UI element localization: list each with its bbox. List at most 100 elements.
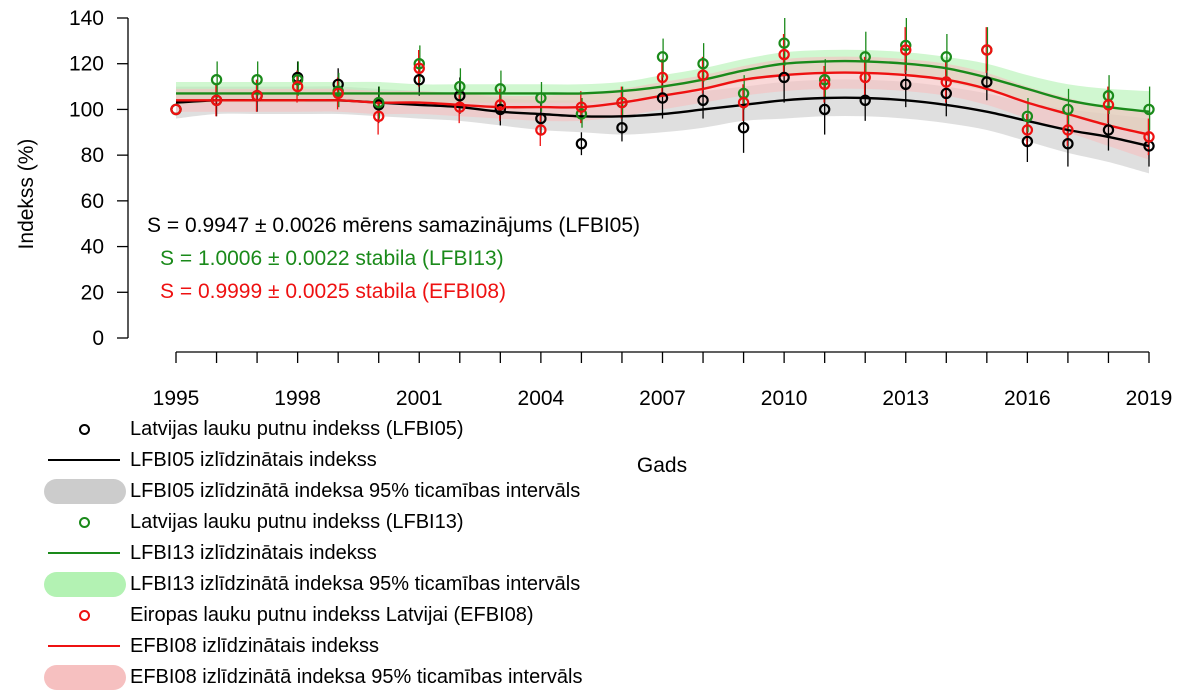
legend-key-band	[40, 476, 130, 507]
legend: Latvijas lauku putnu indekss (LFBI05) LFB…	[40, 414, 800, 693]
data-point-efbi08	[818, 78, 831, 90]
data-point-lfbi13	[494, 83, 507, 95]
data-point-lfbi13	[1021, 110, 1034, 122]
data-point-efbi08	[1062, 124, 1074, 136]
legend-swatch	[44, 479, 126, 504]
y-tick-label: 40	[81, 236, 104, 259]
data-point-lfbi13	[535, 92, 547, 104]
y-axis-label: Indekss (%)	[15, 139, 38, 250]
smoothed-line-efbi08	[176, 71, 1150, 136]
data-points	[170, 37, 1155, 152]
data-point-lfbi05	[818, 103, 831, 116]
data-point-lfbi05	[1021, 135, 1034, 148]
x-tick-label: 2016	[1004, 387, 1051, 410]
data-point-efbi08	[210, 94, 223, 106]
data-point-lfbi13	[1143, 103, 1155, 116]
legend-item: LFBI13 izlīdzinātais indekss	[40, 538, 800, 569]
legend-item: Eiropas lauku putnu indekss Latvijai (EF…	[40, 600, 800, 631]
x-tick-label: 2001	[396, 387, 443, 410]
x-axis-label: Gads	[637, 454, 687, 477]
data-point-lfbi13	[291, 74, 304, 86]
legend-item: LFBI13 izlīdzinātā indeksa 95% ticamības…	[40, 569, 800, 600]
legend-label: Latvijas lauku putnu indekss (LFBI13)	[130, 511, 464, 533]
legend-swatch	[48, 645, 120, 647]
data-point-efbi08	[981, 44, 993, 56]
legend-swatch	[44, 572, 126, 597]
data-point-lfbi05	[1062, 138, 1074, 150]
data-point-efbi08	[940, 76, 952, 88]
data-point-lfbi13	[940, 51, 952, 63]
legend-key-band	[40, 662, 130, 693]
legend-item: LFBI05 izlīdzinātā indeksa 95% ticamības…	[40, 476, 800, 507]
data-point-efbi08	[859, 71, 871, 84]
data-point-efbi08	[616, 96, 628, 109]
slope-annotation: S = 0.9947 ± 0.0026 mērens samazinājums …	[147, 214, 640, 237]
data-point-efbi08	[251, 90, 263, 102]
data-point-efbi08	[656, 71, 669, 84]
data-point-lfbi05	[940, 87, 952, 100]
data-point-efbi08	[373, 110, 385, 122]
data-point-lfbi13	[210, 74, 223, 86]
legend-label: LFBI05 izlīdzinātā indeksa 95% ticamības…	[130, 480, 581, 502]
data-point-lfbi13	[900, 39, 912, 52]
data-point-lfbi13	[373, 96, 385, 109]
data-point-lfbi13	[818, 74, 831, 86]
data-point-efbi08	[1021, 124, 1034, 136]
data-point-lfbi13	[1062, 103, 1074, 116]
data-point-lfbi05	[656, 92, 669, 104]
axes: 0 20 40 60 80 100 120 140 1995 1998 2001 2004 2007 20…	[69, 7, 1172, 410]
legend-item: EFBI08 izlīdzinātais indekss	[40, 631, 800, 662]
x-tick-label: 2004	[518, 387, 565, 410]
data-point-lfbi13	[454, 80, 466, 93]
data-point-lfbi05	[981, 76, 993, 88]
legend-key-line	[40, 631, 130, 662]
slope-annotation: S = 0.9999 ± 0.0025 stabila (EFBI08)	[160, 280, 506, 303]
data-point-lfbi13	[575, 108, 588, 120]
data-point-lfbi05	[900, 78, 912, 90]
data-point-efbi08	[332, 87, 344, 100]
x-tick-label: 1998	[274, 387, 321, 410]
data-point-lfbi05	[494, 103, 507, 116]
data-point-efbi08	[454, 101, 466, 113]
data-point-lfbi05	[535, 112, 547, 125]
legend-item: Latvijas lauku putnu indekss (LFBI13)	[40, 507, 800, 538]
legend-key-line	[40, 445, 130, 476]
legend-label: LFBI05 izlīdzinātais indekss	[130, 449, 377, 471]
data-point-lfbi05	[575, 138, 588, 150]
x-tick-label: 2013	[882, 387, 929, 410]
legend-label: LFBI13 izlīdzinātais indekss	[130, 542, 377, 564]
x-tick-label: 2007	[639, 387, 686, 410]
data-point-efbi08	[778, 48, 790, 61]
legend-label: EFBI08 izlīdzinātā indeksa 95% ticamības…	[130, 666, 583, 688]
legend-key-line	[40, 538, 130, 569]
legend-swatch	[44, 665, 126, 690]
y-tick-label: 0	[92, 327, 104, 350]
legend-swatch	[48, 552, 120, 554]
slope-annotation: S = 1.0006 ± 0.0022 stabila (LFBI13)	[160, 247, 504, 270]
data-point-efbi08	[291, 80, 304, 93]
data-point-efbi08	[535, 124, 547, 136]
slope-annotations: S = 0.9947 ± 0.0026 mērens samazinājums …	[147, 214, 640, 303]
legend-swatch	[79, 517, 90, 528]
data-point-efbi08	[170, 103, 182, 116]
y-tick-label: 100	[69, 98, 104, 121]
data-point-efbi08	[494, 99, 507, 111]
data-point-lfbi05	[778, 71, 790, 84]
y-tick-label: 80	[81, 144, 104, 167]
legend-label: LFBI13 izlīdzinātā indeksa 95% ticamības…	[130, 573, 581, 595]
data-point-efbi08	[413, 62, 425, 74]
data-point-lfbi13	[251, 74, 263, 86]
y-tick-label: 20	[81, 281, 104, 304]
data-point-efbi08	[1102, 99, 1115, 111]
data-point-lfbi05	[697, 94, 709, 106]
data-point-lfbi05	[616, 122, 628, 134]
legend-key-band	[40, 569, 130, 600]
legend-item: LFBI05 izlīdzinātais indekss	[40, 445, 800, 476]
y-tick-label: 140	[69, 7, 104, 30]
legend-key-point	[40, 600, 130, 631]
legend-swatch	[79, 610, 90, 621]
x-tick-label: 2010	[761, 387, 808, 410]
legend-key-point	[40, 414, 130, 445]
data-point-lfbi05	[413, 74, 425, 86]
legend-label: Eiropas lauku putnu indekss Latvijai (EF…	[130, 604, 534, 626]
